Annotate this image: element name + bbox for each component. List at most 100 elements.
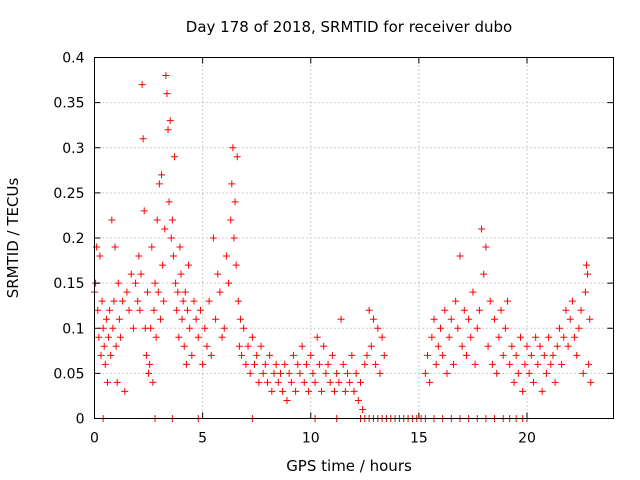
- data-point: [426, 378, 434, 386]
- data-point: [257, 342, 265, 350]
- data-point: [467, 333, 475, 341]
- data-point: [276, 369, 284, 377]
- data-point: [96, 252, 104, 260]
- data-point: [137, 270, 145, 278]
- data-point: [175, 333, 183, 341]
- data-point: [285, 369, 293, 377]
- data-point: [194, 333, 202, 341]
- data-point: [326, 378, 334, 386]
- data-point: [529, 378, 537, 386]
- data-point: [585, 360, 593, 368]
- data-point: [421, 369, 429, 377]
- y-axis-label: SRMTID / TECUs: [4, 178, 22, 299]
- data-point: [495, 333, 503, 341]
- data-point: [344, 369, 352, 377]
- data-point: [350, 387, 358, 395]
- data-point: [337, 315, 345, 323]
- data-point: [568, 297, 576, 305]
- data-point: [246, 369, 254, 377]
- data-point: [214, 270, 222, 278]
- data-point: [146, 360, 154, 368]
- data-point: [449, 360, 457, 368]
- data-point: [185, 261, 193, 269]
- data-point: [447, 315, 455, 323]
- data-point: [138, 81, 146, 89]
- data-point: [112, 342, 120, 350]
- data-point: [281, 360, 289, 368]
- data-point: [183, 306, 191, 314]
- data-point: [523, 342, 531, 350]
- data-point: [287, 378, 295, 386]
- data-point: [324, 360, 332, 368]
- data-point: [331, 387, 339, 395]
- data-point: [456, 252, 464, 260]
- data-point: [127, 270, 135, 278]
- x-tick-label: 10: [302, 431, 320, 447]
- data-point: [547, 360, 555, 368]
- data-point: [111, 243, 119, 251]
- data-point: [480, 270, 488, 278]
- data-point: [439, 351, 447, 359]
- data-point: [538, 387, 546, 395]
- data-point: [536, 342, 544, 350]
- data-point: [359, 405, 367, 413]
- data-point: [566, 315, 574, 323]
- data-point: [228, 180, 236, 188]
- data-point: [315, 360, 323, 368]
- data-point: [164, 126, 172, 134]
- data-point: [142, 351, 150, 359]
- data-point: [196, 306, 204, 314]
- data-point: [454, 324, 462, 332]
- data-point: [473, 324, 481, 332]
- data-point: [428, 333, 436, 341]
- data-point: [430, 315, 438, 323]
- data-point: [309, 369, 317, 377]
- data-point: [107, 351, 115, 359]
- axes: 0 5 10 15 20 0 0.05 0.1 0.15 0.2 0.25 0.3 0.35 0.4: [53, 51, 614, 447]
- data-point: [174, 288, 182, 296]
- data-point: [542, 369, 550, 377]
- data-point: [361, 360, 369, 368]
- data-point: [452, 297, 460, 305]
- data-point: [504, 297, 512, 305]
- y-tick-label: 0.35: [53, 96, 84, 112]
- data-point: [139, 135, 147, 143]
- data-point: [162, 72, 170, 80]
- data-point: [571, 333, 579, 341]
- data-point: [551, 378, 559, 386]
- data-point: [499, 351, 507, 359]
- data-point: [274, 378, 282, 386]
- data-point: [512, 351, 520, 359]
- data-point: [320, 342, 328, 350]
- data-point: [136, 306, 144, 314]
- data-point: [236, 315, 244, 323]
- data-point: [160, 297, 168, 305]
- data-point: [307, 351, 315, 359]
- data-point: [177, 270, 185, 278]
- data-point: [527, 351, 535, 359]
- data-point: [441, 306, 449, 314]
- data-point: [465, 315, 473, 323]
- data-point: [102, 315, 110, 323]
- data-point: [222, 252, 230, 260]
- data-point: [135, 252, 143, 260]
- y-tick-label: 0.3: [62, 141, 84, 157]
- data-point: [525, 369, 533, 377]
- data-point: [305, 387, 313, 395]
- data-point: [555, 324, 563, 332]
- data-point: [99, 324, 107, 332]
- data-point: [575, 324, 583, 332]
- data-point: [564, 342, 572, 350]
- data-point: [478, 225, 486, 233]
- data-point: [300, 378, 308, 386]
- data-point: [100, 342, 108, 350]
- data-point: [140, 207, 148, 215]
- data-point: [192, 315, 200, 323]
- data-point: [110, 297, 118, 305]
- data-point: [227, 216, 235, 224]
- data-point: [173, 306, 181, 314]
- data-point: [259, 369, 267, 377]
- data-point: [482, 243, 490, 251]
- data-point: [156, 315, 164, 323]
